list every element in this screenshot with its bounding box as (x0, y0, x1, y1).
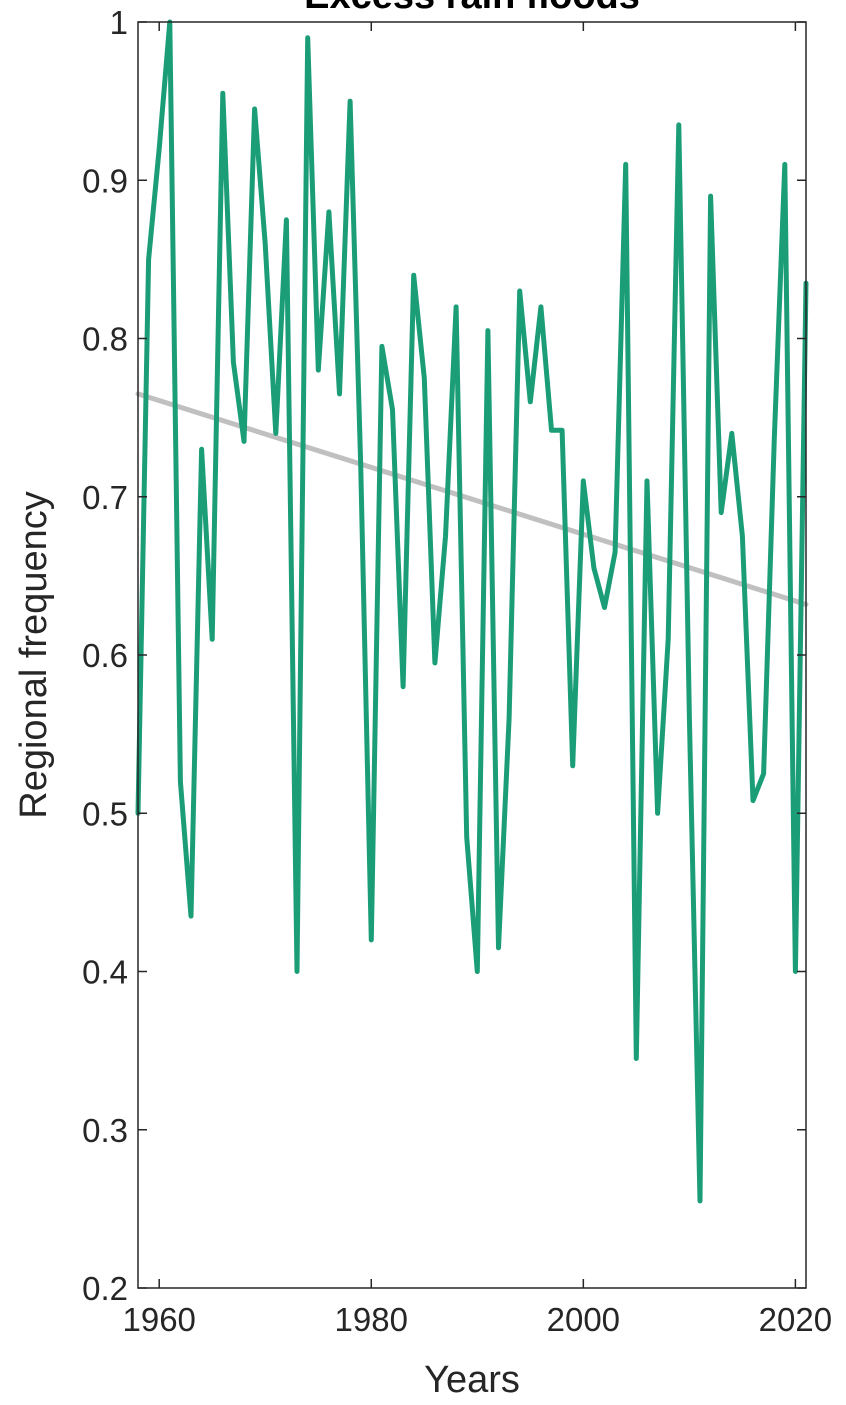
x-tick-label: 1980 (335, 1301, 408, 1338)
y-tick-label: 1 (110, 4, 128, 41)
x-axis-title: Years (424, 1359, 520, 1401)
x-tick-label: 2000 (547, 1301, 620, 1338)
y-tick-label: 0.2 (82, 1270, 128, 1307)
y-axis-title: Regional frequency (13, 491, 55, 818)
chart-title: Excess rain floods (304, 0, 640, 17)
series-line (135, 19, 809, 1204)
y-tick-label: 0.5 (82, 795, 128, 832)
y-tick-label: 0.8 (82, 321, 128, 358)
y-tick-label: 0.7 (82, 479, 128, 516)
x-tick-label: 1960 (122, 1301, 195, 1338)
x-tick-label: 2020 (759, 1301, 832, 1338)
y-tick-label: 0.6 (82, 637, 128, 674)
data-layer (135, 19, 809, 1204)
y-tick-label: 0.3 (82, 1112, 128, 1149)
axes-layer: 1960 1980 2000 2020 0.2 0.3 0.4 0.5 0.6 0.7 0.8 0.9… (82, 4, 832, 1338)
trend-line (135, 391, 809, 607)
y-tick-label: 0.4 (82, 954, 128, 991)
y-tick-label: 0.9 (82, 162, 128, 199)
